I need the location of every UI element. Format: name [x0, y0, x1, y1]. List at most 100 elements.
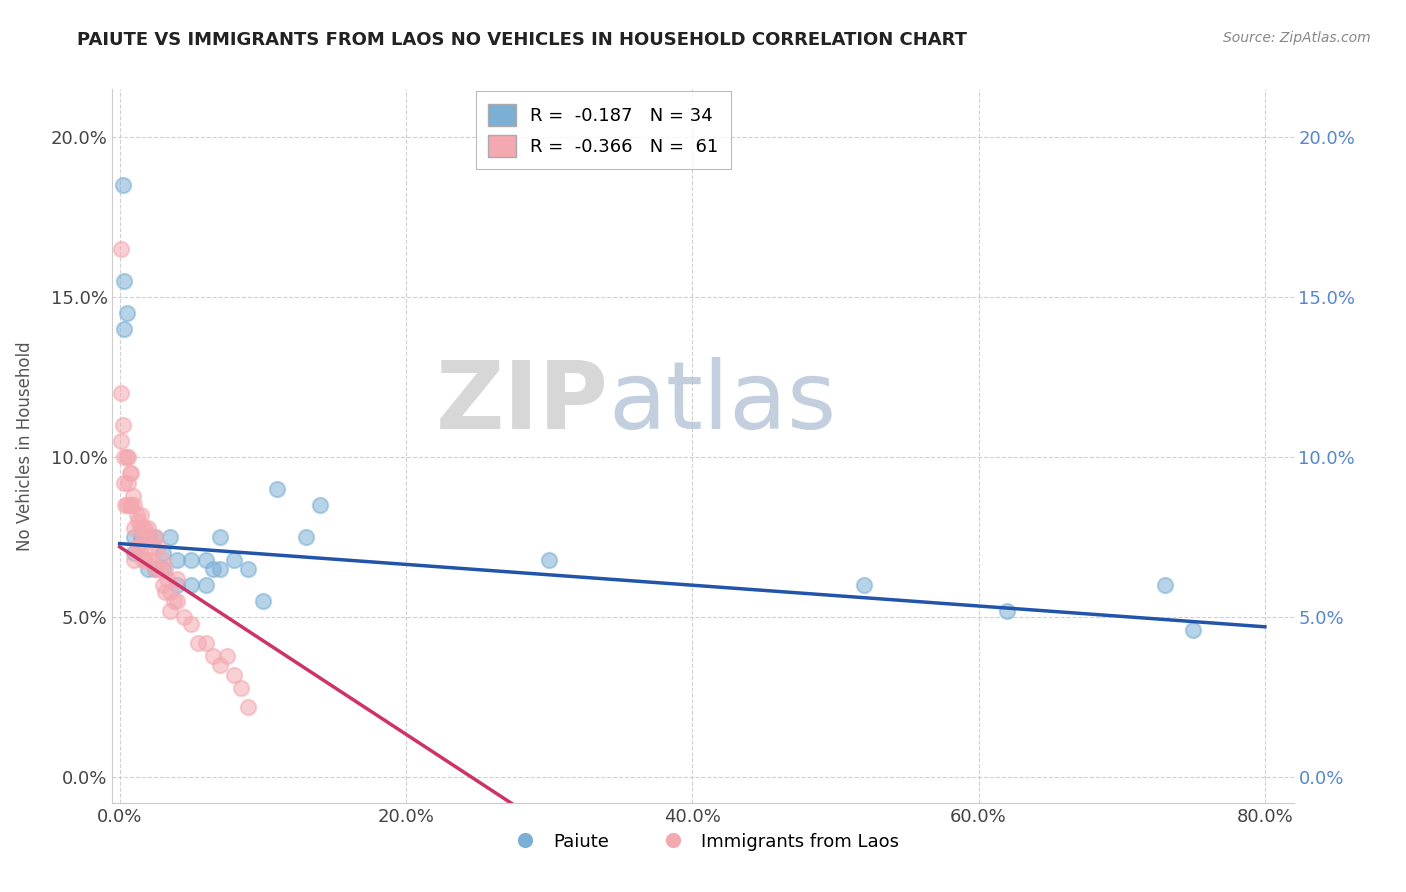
Point	[115, 498, 138, 512]
Point	[145, 562, 167, 576]
Point	[187, 636, 209, 650]
Legend: Paiute, Immigrants from Laos: Paiute, Immigrants from Laos	[499, 826, 907, 858]
Point	[155, 584, 177, 599]
Point	[122, 552, 145, 566]
Point	[142, 540, 165, 554]
Point	[110, 386, 132, 401]
Text: atlas: atlas	[609, 357, 837, 450]
Point	[159, 604, 181, 618]
Point	[853, 578, 876, 592]
Point	[110, 434, 132, 449]
Point	[194, 636, 217, 650]
Point	[152, 552, 174, 566]
Point	[1182, 623, 1205, 637]
Point	[145, 530, 167, 544]
Point	[134, 520, 156, 534]
Point	[155, 562, 177, 576]
Point	[1153, 578, 1175, 592]
Point	[111, 178, 134, 193]
Point	[118, 498, 141, 512]
Point	[136, 552, 159, 566]
Text: ZIP: ZIP	[436, 357, 609, 450]
Point	[266, 482, 288, 496]
Point	[112, 475, 135, 490]
Point	[201, 562, 224, 576]
Point	[120, 466, 142, 480]
Text: PAIUTE VS IMMIGRANTS FROM LAOS NO VEHICLES IN HOUSEHOLD CORRELATION CHART: PAIUTE VS IMMIGRANTS FROM LAOS NO VEHICL…	[77, 31, 967, 49]
Point	[208, 562, 231, 576]
Point	[139, 552, 162, 566]
Point	[145, 562, 167, 576]
Point	[159, 530, 181, 544]
Point	[120, 498, 142, 512]
Point	[134, 552, 156, 566]
Point	[117, 475, 139, 490]
Point	[112, 450, 135, 465]
Point	[125, 540, 148, 554]
Point	[166, 552, 188, 566]
Point	[115, 306, 138, 320]
Point	[238, 562, 260, 576]
Point	[129, 540, 152, 554]
Point	[132, 530, 155, 544]
Point	[309, 498, 332, 512]
Point	[152, 562, 174, 576]
Point	[156, 572, 179, 586]
Point	[135, 530, 157, 544]
Point	[136, 562, 159, 576]
Point	[215, 648, 238, 663]
Point	[194, 552, 217, 566]
Point	[117, 450, 139, 465]
Point	[111, 418, 134, 433]
Point	[208, 530, 231, 544]
Point	[131, 552, 153, 566]
Point	[110, 242, 132, 256]
Point	[152, 578, 174, 592]
Point	[131, 520, 153, 534]
Point	[122, 530, 145, 544]
Point	[118, 466, 141, 480]
Point	[112, 322, 135, 336]
Point	[163, 594, 186, 608]
Point	[180, 552, 202, 566]
Point	[294, 530, 316, 544]
Point	[148, 540, 170, 554]
Point	[121, 489, 143, 503]
Point	[129, 530, 152, 544]
Point	[136, 530, 159, 544]
Point	[122, 546, 145, 560]
Point	[173, 610, 195, 624]
Point	[159, 584, 181, 599]
Point	[995, 604, 1018, 618]
Point	[136, 520, 159, 534]
Point	[145, 530, 167, 544]
Point	[114, 498, 136, 512]
Point	[127, 514, 149, 528]
Point	[166, 572, 188, 586]
Point	[138, 530, 160, 544]
Point	[152, 546, 174, 560]
Text: Source: ZipAtlas.com: Source: ZipAtlas.com	[1223, 31, 1371, 45]
Point	[127, 540, 149, 554]
Y-axis label: No Vehicles in Household: No Vehicles in Household	[15, 341, 34, 551]
Point	[224, 668, 246, 682]
Point	[224, 552, 246, 566]
Point	[238, 699, 260, 714]
Point	[115, 450, 138, 465]
Point	[180, 578, 202, 592]
Point	[122, 498, 145, 512]
Point	[149, 562, 172, 576]
Point	[128, 520, 150, 534]
Point	[129, 508, 152, 522]
Point	[231, 681, 253, 695]
Point	[194, 578, 217, 592]
Point	[166, 578, 188, 592]
Point	[122, 520, 145, 534]
Point	[166, 594, 188, 608]
Point	[201, 648, 224, 663]
Point	[125, 508, 148, 522]
Point	[252, 594, 274, 608]
Point	[112, 274, 135, 288]
Point	[208, 658, 231, 673]
Point	[180, 616, 202, 631]
